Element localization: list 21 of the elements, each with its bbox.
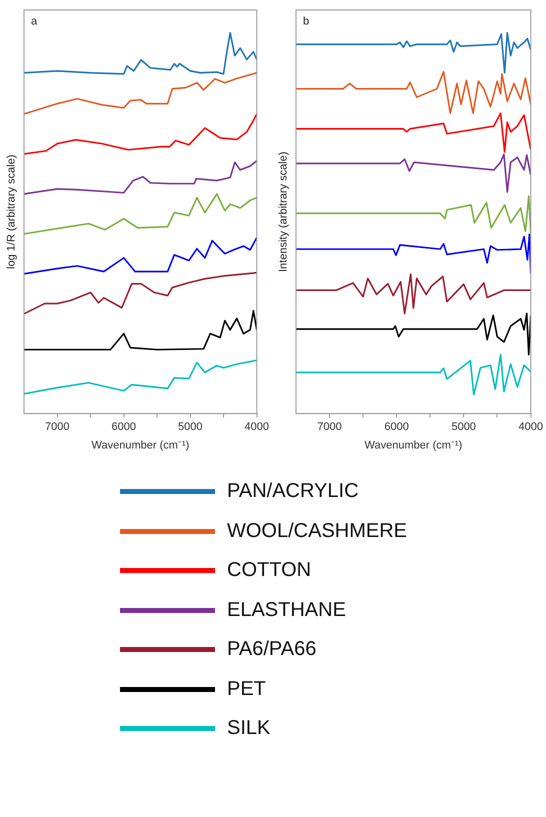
x-axis-title: Wavenumber (cm⁻¹)	[92, 439, 190, 452]
x-tick-label: 5000	[178, 421, 203, 434]
y-axis-title: log 1/R (arbitrary scale)	[6, 154, 18, 269]
legend-label: WOOL/CASHMERE	[227, 520, 408, 543]
x-tick-label: 7000	[45, 421, 70, 434]
legend-label: PA6/PA66	[227, 638, 316, 662]
y-axis-title: Intensity (arbitrary scale)	[278, 152, 290, 272]
legend-label: COTTON	[227, 559, 312, 582]
legend-label: ELASTHANE	[227, 598, 346, 622]
x-tick-label: 6000	[112, 421, 136, 434]
text: a	[31, 16, 38, 28]
text: b	[303, 16, 310, 28]
x-axis-title: Wavenumber (cm⁻¹)	[364, 439, 462, 452]
x-tick-label: 6000	[384, 421, 409, 434]
legend-label: PAN/ACRYLIC	[227, 480, 359, 504]
x-tick-label: 5000	[451, 421, 476, 434]
x-tick-label: 4000	[244, 421, 270, 434]
legend-label: PET	[227, 678, 266, 701]
legend-label: SILK	[227, 717, 270, 740]
x-tick-label: 4000	[518, 421, 544, 434]
x-tick-label: 7000	[317, 421, 342, 434]
